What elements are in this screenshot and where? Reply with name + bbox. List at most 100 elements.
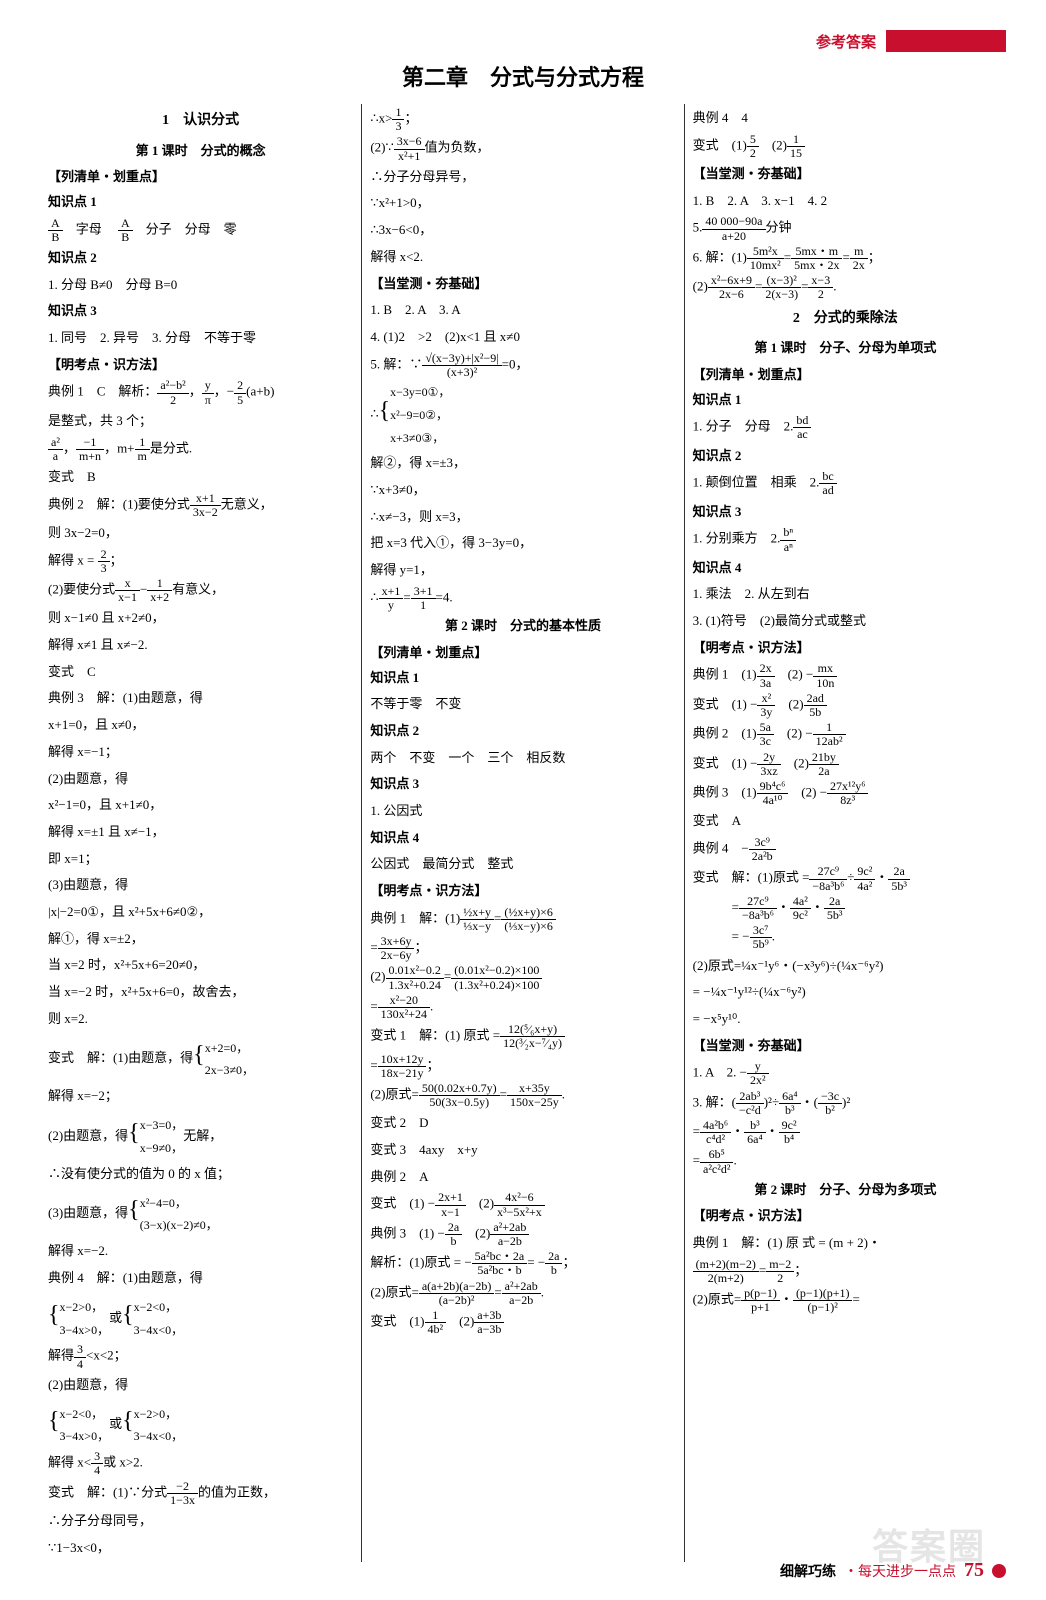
group-title: 【列清单・划重点】 xyxy=(370,641,675,666)
line: 变式 (1) −2x+1x−1 (2)4x²−6x³−5x²+x xyxy=(370,1191,675,1218)
line: 解得 x=±1 且 x≠−1， xyxy=(48,820,353,845)
line: 变式 1 解：(1) 原式 =12(⁵⁄₆x+y)12(³⁄₂x−⁷⁄₄y) xyxy=(370,1023,675,1050)
line: (2)要使分式xx−1−1x+2有意义， xyxy=(48,577,353,604)
line: 是整式，共 3 个； xyxy=(48,409,353,434)
line: 1. 乘法 2. 从左到右 xyxy=(693,582,998,607)
line: (2)x²−6x+92x−6=(x−3)²2(x−3)=x−32. xyxy=(693,274,998,301)
line: 当 x=−2 时，x²+5x+6=0，故舍去， xyxy=(48,980,353,1005)
line: =3x+6y2x−6y； xyxy=(370,935,675,962)
line: 典例 2 解：(1)要使分式x+13x−2无意义， xyxy=(48,492,353,519)
line: 解得 x=−1； xyxy=(48,740,353,765)
line: (3)由题意，得 xyxy=(48,873,353,898)
line: 1. 分别乘方 2.bⁿaⁿ xyxy=(693,526,998,553)
answers-label: 参考答案 xyxy=(816,31,876,52)
lesson-title: 第 1 课时 分式的概念 xyxy=(48,139,353,164)
line: 解得 x = 23； xyxy=(48,548,353,575)
line: 5. 解：∵√(x−3y)+|x²−9|(x+3)²=0， xyxy=(370,352,675,379)
knowledge-point: 知识点 2 xyxy=(693,444,998,469)
line: 变式 (1)14b² (2)a+3ba−3b xyxy=(370,1309,675,1336)
line: 6. 解：(1)5m²x10mx²=5mx・m5mx・2x=m2x； xyxy=(693,245,998,272)
lesson-title: 第 2 课时 分式的基本性质 xyxy=(370,614,675,639)
line: = −3c⁷5b⁹. xyxy=(693,924,998,951)
line: a²a，−1m+n，m+1m是分式. xyxy=(48,436,353,463)
line: (2)原式=p(p−1)p+1・(p−1)(p+1)(p−1)²= xyxy=(693,1287,998,1314)
line: |x|−2=0①，且 x²+5x+6≠0②， xyxy=(48,900,353,925)
lesson-title: 第 1 课时 分子、分母为单项式 xyxy=(693,336,998,361)
group-title: 【列清单・划重点】 xyxy=(48,165,353,190)
line: 变式 (1)52 (2)115 xyxy=(693,133,998,160)
line: 典例 1 C 解析：a²−b²2，yπ，−25(a+b) xyxy=(48,379,353,406)
line: 1. 公因式 xyxy=(370,799,675,824)
line: 4. (1)2 >2 (2)x<1 且 x≠0 xyxy=(370,325,675,350)
line: 当 x=2 时，x²+5x+6=20≠0， xyxy=(48,953,353,978)
line: 不等于零 不变 xyxy=(370,692,675,717)
line: ∵x+3≠0， xyxy=(370,478,675,503)
group-title: 【明考点・识方法】 xyxy=(370,879,675,904)
line: 1. A 2. −y2x² xyxy=(693,1060,998,1087)
line: 变式 解：(1)原式 =27c⁹−8a³b⁶÷9c²4a²・2a5b³ xyxy=(693,865,998,892)
line: ∴x+1y=3+11=4. xyxy=(370,585,675,612)
content-columns: 1 认识分式 第 1 课时 分式的概念 【列清单・划重点】 知识点 1 AB 字… xyxy=(40,104,1006,1562)
line: ∴x>13； xyxy=(370,106,675,133)
line: 公因式 最简分式 整式 xyxy=(370,852,675,877)
column-3: 典例 4 4 变式 (1)52 (2)115 【当堂测・夯基础】 1. B 2.… xyxy=(685,104,1006,1562)
line: (3)由题意，得{x²−4=0，(3−x)(x−2)≠0， xyxy=(48,1188,353,1237)
group-title: 【当堂测・夯基础】 xyxy=(693,162,998,187)
group-title: 【明考点・识方法】 xyxy=(48,353,353,378)
line: AB 字母 AB 分子 分母 零 xyxy=(48,217,353,244)
section-title: 2 分式的乘除法 xyxy=(693,306,998,333)
line: 即 x=1； xyxy=(48,847,353,872)
knowledge-point: 知识点 3 xyxy=(370,772,675,797)
line: 典例 3 (1)9b⁴c⁶4a¹⁰ (2) −27x¹²y⁶8z³ xyxy=(693,780,998,807)
knowledge-point: 知识点 1 xyxy=(693,388,998,413)
knowledge-point: 知识点 4 xyxy=(693,556,998,581)
line: 3. 解：(2ab³−c²d)²÷6a⁴b³・(−3cb²)² xyxy=(693,1090,998,1117)
line: 1. 分母 B≠0 分母 B=0 xyxy=(48,273,353,298)
line: 把 x=3 代入①，得 3−3y=0， xyxy=(370,531,675,556)
group-title: 【列清单・划重点】 xyxy=(693,363,998,388)
line: 变式 A xyxy=(693,809,998,834)
footer-slogan: ・每天进步一点点 xyxy=(844,1561,956,1581)
line: ∵x²+1>0， xyxy=(370,191,675,216)
line: =4a²b⁶c⁴d²・b³6a⁴・9c²b⁴ xyxy=(693,1119,998,1146)
knowledge-point: 知识点 2 xyxy=(48,246,353,271)
line: {x−2<0，3−4x>0，或{x−2>0，3−4x<0， xyxy=(48,1399,353,1448)
line: 5.40 000−90aa+20分钟 xyxy=(693,215,998,242)
line: 1. B 2. A 3. A xyxy=(370,298,675,323)
line: 典例 1 解：(1)½x+y⅓x−y=(½x+y)×6(⅓x−y)×6 xyxy=(370,906,675,933)
group-title: 【当堂测・夯基础】 xyxy=(693,1034,998,1059)
column-1: 1 认识分式 第 1 课时 分式的概念 【列清单・划重点】 知识点 1 AB 字… xyxy=(40,104,362,1562)
line: 典例 4 解：(1)由题意，得 xyxy=(48,1266,353,1291)
line: 两个 不变 一个 三个 相反数 xyxy=(370,746,675,771)
line: 1. 同号 2. 异号 3. 分母 不等于零 xyxy=(48,326,353,351)
line: 则 x=2. xyxy=(48,1007,353,1032)
line: 典例 1 解：(1) 原 式 = (m + 2)・ xyxy=(693,1231,998,1256)
header: 参考答案 xyxy=(816,30,1006,52)
line: 则 x−1≠0 且 x+2≠0， xyxy=(48,606,353,631)
line: 变式 C xyxy=(48,660,353,685)
line: ∴分子分母异号， xyxy=(370,165,675,190)
line: 1. 分子 分母 2.bdac xyxy=(693,414,998,441)
line: 变式 B xyxy=(48,465,353,490)
line: x²−1=0，且 x+1≠0， xyxy=(48,793,353,818)
knowledge-point: 知识点 1 xyxy=(370,666,675,691)
line: 变式 (1) −x²3y (2)2ad5b xyxy=(693,692,998,719)
line: 典例 1 (1)2x3a (2) −mx10n xyxy=(693,662,998,689)
line: {x−2>0，3−4x>0，或{x−2<0，3−4x<0， xyxy=(48,1293,353,1342)
line: ∴{x−3y=0①，x²−9=0②，x+3≠0③， xyxy=(370,381,675,449)
line: 解②，得 x=±3， xyxy=(370,451,675,476)
red-bar xyxy=(886,30,1006,52)
group-title: 【当堂测・夯基础】 xyxy=(370,272,675,297)
line: 解得 x≠1 且 x≠−2. xyxy=(48,633,353,658)
line: 变式 (1) −2y3xz (2)21by2a xyxy=(693,751,998,778)
line: ∴没有使分式的值为 0 的 x 值； xyxy=(48,1162,353,1187)
group-title: 【明考点・识方法】 xyxy=(693,1204,998,1229)
line: 解得 x<2. xyxy=(370,245,675,270)
line: 1. B 2. A 3. x−1 4. 2 xyxy=(693,189,998,214)
knowledge-point: 知识点 4 xyxy=(370,826,675,851)
line: 典例 4 −3c⁹2a²b xyxy=(693,836,998,863)
line: (m+2)(m−2)2(m+2)=m−22； xyxy=(693,1258,998,1285)
column-2: ∴x>13； (2)∵3x−6x²+1值为负数， ∴分子分母异号， ∵x²+1>… xyxy=(362,104,684,1562)
line: (2)由题意，得{x−3=0，x−9≠0，无解， xyxy=(48,1111,353,1160)
line: ∵1−3x<0， xyxy=(48,1536,353,1561)
